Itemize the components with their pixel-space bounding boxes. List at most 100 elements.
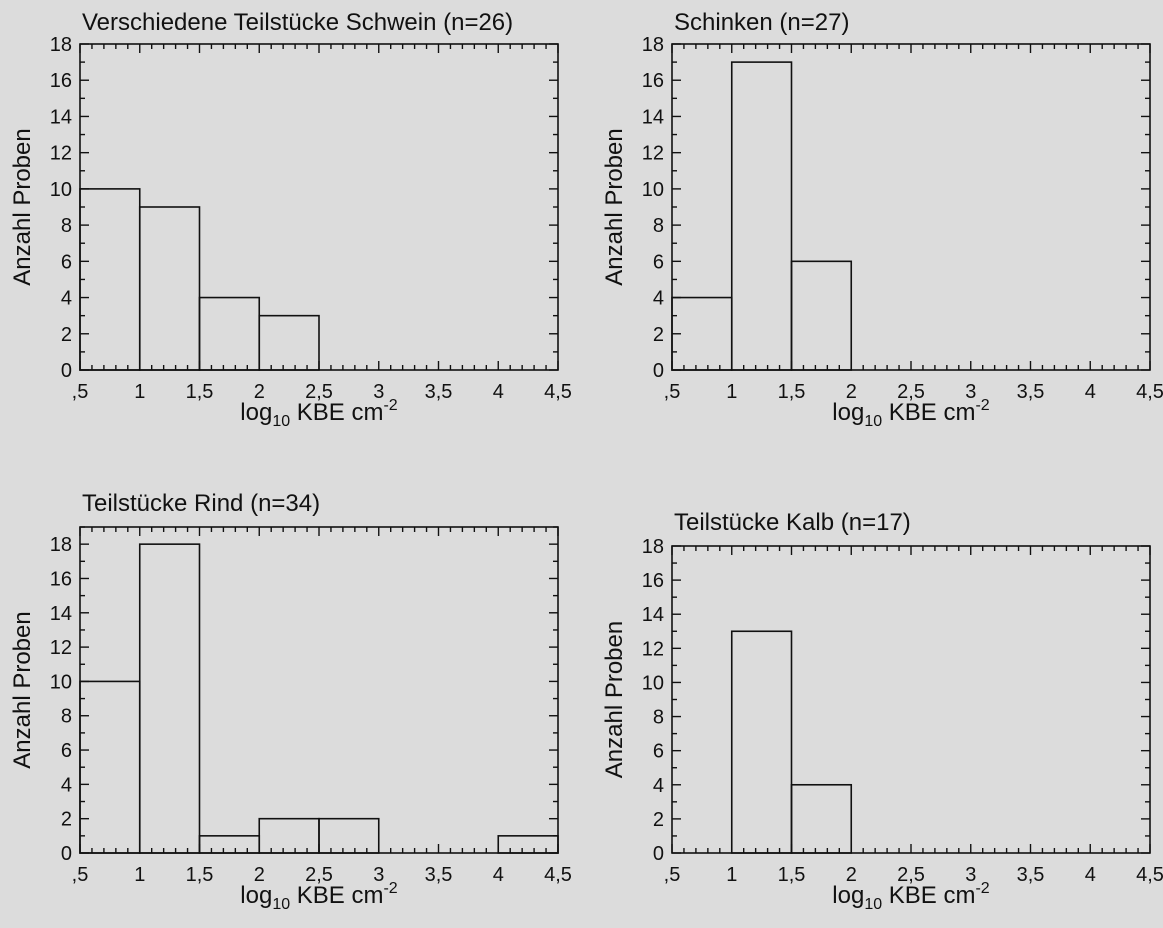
y-tick-label: 4 [61, 774, 72, 796]
histogram-bin [497, 835, 559, 854]
x-tick-label: 1 [134, 864, 145, 886]
x-tick-label: 3 [965, 864, 976, 886]
y-tick-label: 6 [653, 251, 664, 273]
x-axis-label: log10 KBE cm-2 [240, 397, 398, 430]
y-tick-label: 0 [61, 360, 72, 382]
y-tick-label: 14 [642, 604, 664, 626]
x-tick-label: 2,5 [897, 864, 925, 886]
histogram-bin [198, 835, 261, 854]
histogram-bin [790, 260, 853, 371]
histogram-panel-1: Verschiedene Teilstücke Schwein (n=26) 0 2… [9, 9, 572, 430]
x-tick-label: 4 [1085, 381, 1096, 403]
x-tick-label: 2 [846, 381, 857, 403]
x-tick-label: 3,5 [1017, 864, 1045, 886]
x-tick-label: 2 [254, 864, 265, 886]
panel-title: Teilstücke Kalb (n=17) [674, 509, 911, 536]
histogram-panel-2: Schinken (n=27) 0 2 4 6 8 10 12 14 16 18 ,5 1 1,5 2 2,5… [601, 9, 1163, 430]
y-tick-label: 8 [61, 215, 72, 237]
x-tick-label: 3,5 [425, 381, 453, 403]
x-tick-label: 4,5 [1136, 864, 1163, 886]
x-tick-label: 3,5 [1017, 381, 1045, 403]
x-tick-label: 4,5 [544, 864, 572, 886]
y-tick-label: 12 [642, 638, 664, 660]
y-tick-label: 8 [653, 707, 664, 729]
y-axis-label: Anzahl Proben [9, 611, 36, 768]
y-tick-label: 16 [642, 70, 664, 92]
histogram-bin [790, 783, 853, 854]
y-tick-label: 2 [653, 324, 664, 346]
plot-frame [671, 43, 1151, 371]
y-tick-label: 10 [50, 179, 72, 201]
y-axis-label: Anzahl Proben [601, 128, 628, 285]
x-tick-label: 1,5 [778, 864, 806, 886]
x-tick-label: 4,5 [544, 381, 572, 403]
y-axis-label: Anzahl Proben [601, 621, 628, 778]
x-tick-label: 2,5 [305, 381, 333, 403]
histogram-bin [138, 206, 201, 371]
histogram-bin [198, 296, 261, 371]
x-tick-label: ,5 [664, 864, 681, 886]
y-tick-label: 8 [653, 215, 664, 237]
y-tick-label: 18 [642, 536, 664, 558]
histogram-bin [730, 630, 793, 854]
y-tick-label: 2 [653, 809, 664, 831]
plot-frame [671, 545, 1151, 854]
y-tick-label: 16 [50, 70, 72, 92]
histogram-bin [730, 61, 793, 371]
y-tick-label: 10 [642, 672, 664, 694]
y-tick-label: 10 [642, 179, 664, 201]
y-tick-label: 4 [653, 288, 664, 310]
y-tick-label: 6 [61, 740, 72, 762]
y-tick-label: 0 [653, 360, 664, 382]
y-tick-label: 6 [61, 251, 72, 273]
x-tick-label: 1 [726, 381, 737, 403]
y-tick-label: 16 [50, 568, 72, 590]
x-axis-label: log10 KBE cm-2 [832, 397, 990, 430]
panel-title: Teilstücke Rind (n=34) [82, 490, 320, 517]
y-tick-label: 2 [61, 809, 72, 831]
y-tick-label: 6 [653, 741, 664, 763]
x-tick-label: ,5 [72, 381, 89, 403]
histogram-bin [318, 817, 380, 854]
x-tick-label: 4,5 [1136, 381, 1163, 403]
panel-title: Verschiedene Teilstücke Schwein (n=26) [82, 9, 513, 36]
x-tick-label: 2,5 [897, 381, 925, 403]
plot-frame [79, 526, 559, 854]
y-tick-label: 2 [61, 324, 72, 346]
y-tick-label: 4 [61, 288, 72, 310]
x-axis-label: log10 KBE cm-2 [832, 880, 990, 913]
y-tick-label: 18 [642, 34, 664, 56]
y-tick-label: 14 [642, 106, 664, 128]
x-tick-label: 4 [493, 381, 504, 403]
y-tick-label: 12 [50, 143, 72, 165]
y-tick-label: 0 [653, 843, 664, 865]
x-tick-label: 1,5 [186, 864, 214, 886]
x-tick-label: 3 [965, 381, 976, 403]
x-tick-label: 1 [726, 864, 737, 886]
y-tick-label: 4 [653, 775, 664, 797]
x-tick-label: 4 [493, 864, 504, 886]
y-tick-label: 16 [642, 570, 664, 592]
x-tick-label: 2,5 [305, 864, 333, 886]
y-tick-label: 14 [50, 603, 72, 625]
x-tick-label: 1,5 [186, 381, 214, 403]
histogram-bin [258, 314, 320, 371]
x-tick-label: 1 [134, 381, 145, 403]
y-tick-label: 12 [642, 143, 664, 165]
x-tick-label: 1,5 [778, 381, 806, 403]
y-tick-label: 8 [61, 706, 72, 728]
x-tick-label: 2 [254, 381, 265, 403]
x-axis-label: log10 KBE cm-2 [240, 880, 398, 913]
x-tick-label: 3,5 [425, 864, 453, 886]
y-axis-label: Anzahl Proben [9, 128, 36, 285]
y-tick-label: 18 [50, 34, 72, 56]
y-tick-label: 18 [50, 534, 72, 556]
panel-title: Schinken (n=27) [674, 9, 849, 36]
x-tick-label: 2 [846, 864, 857, 886]
x-tick-label: ,5 [72, 864, 89, 886]
y-tick-label: 10 [50, 671, 72, 693]
histogram-bin [258, 817, 320, 854]
